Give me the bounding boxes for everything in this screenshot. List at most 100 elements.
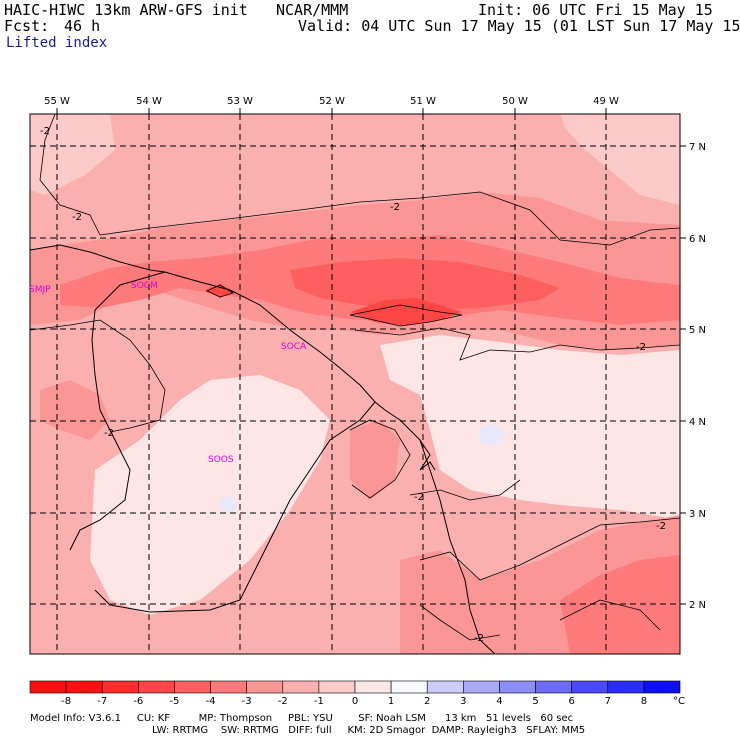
color-scale-box — [65, 680, 103, 694]
border-notch — [419, 439, 436, 471]
shade-nw — [30, 114, 115, 195]
lon-label: 51 W — [410, 96, 436, 107]
coastlines — [30, 244, 496, 654]
contour-g — [419, 517, 680, 581]
color-scale-box — [390, 680, 428, 694]
color-scale-label: -3 — [242, 696, 252, 707]
lon-label: 50 W — [502, 96, 528, 107]
contour-b — [99, 191, 680, 246]
color-scale-box — [643, 680, 681, 694]
contour-e — [349, 419, 411, 499]
color-scale-label: -7 — [97, 696, 107, 707]
map-frame — [29, 113, 681, 655]
init-time: Init: 06 UTC Fri 15 May 15 — [478, 1, 713, 19]
color-scale-box — [463, 680, 500, 694]
color-scale-label: -2 — [278, 696, 288, 707]
lat-labels: 7 N 6 N 5 N 4 N 3 N 2 N — [689, 142, 706, 611]
color-scale-box — [246, 680, 284, 694]
color-scale-label: -1 — [314, 696, 324, 707]
color-scale-bar — [29, 680, 681, 694]
color-scale-labels: -8 -7 -6 -5 -4 -3 -2 -1 0 1 2 3 4 5 6 7 8 — [61, 696, 647, 707]
lat-label: 7 N — [689, 142, 706, 153]
contour-core-small — [206, 284, 234, 298]
color-scale-label: 3 — [460, 696, 466, 707]
color-scale-box — [354, 680, 392, 694]
color-scale-box — [29, 680, 67, 694]
contour-label: -2 — [414, 492, 424, 503]
color-scale-box — [138, 680, 175, 694]
color-scale-box — [426, 680, 464, 694]
lon-label: 49 W — [593, 96, 619, 107]
model-info-line-2: LW: RRTMG SW: RRTMG DIFF: full KM: 2D Sm… — [152, 725, 586, 736]
color-scale-box — [318, 680, 356, 694]
lat-label: 4 N — [689, 417, 706, 428]
contour-h — [419, 604, 501, 641]
tick-marks — [56, 108, 686, 605]
contour-label: -2 — [104, 428, 114, 439]
organization-label: NCAR/MMM — [276, 1, 349, 19]
shade-core-6 — [350, 298, 462, 326]
color-scale-label: -4 — [206, 696, 216, 707]
coast-north — [30, 244, 386, 411]
contour-core — [349, 304, 463, 327]
color-scale-box — [535, 680, 572, 694]
forecast-label: Fcst: — [4, 17, 50, 35]
color-scale-label: -8 — [61, 696, 71, 707]
border-east — [384, 409, 496, 654]
contour-c — [30, 319, 166, 433]
valid-time: Valid: 04 UTC Sun 17 May 15 (01 LST Sun … — [298, 17, 740, 35]
model-info-line-1: Model Info: V3.6.1 CU: KF MP: Thompson P… — [30, 713, 574, 724]
station-labels: SMJP SOCM SOCA SOOS — [29, 281, 307, 465]
lon-label: 52 W — [319, 96, 345, 107]
contour-f — [409, 479, 521, 501]
contour-label: -2 — [636, 342, 646, 353]
color-scale-box — [174, 680, 211, 694]
shaded-field — [30, 114, 680, 654]
shade-positive-1 — [478, 424, 505, 446]
contour-a — [39, 114, 101, 236]
color-scale-box — [282, 680, 320, 694]
shade-light-east — [380, 335, 680, 520]
color-scale-box — [101, 680, 139, 694]
color-scale-label: 8 — [641, 696, 647, 707]
color-scale-label: -5 — [169, 696, 179, 707]
lon-label: 54 W — [136, 96, 162, 107]
lat-label: 2 N — [689, 600, 706, 611]
contour-label: -2 — [72, 212, 82, 223]
station-soos: SOOS — [208, 455, 234, 465]
lat-label: 3 N — [689, 509, 706, 520]
contour-label: -2 — [40, 126, 50, 137]
lon-label: 53 W — [227, 96, 253, 107]
color-scale-label: 2 — [424, 696, 430, 707]
lon-labels: 55 W 54 W 53 W 52 W 51 W 50 W 49 W — [44, 96, 619, 107]
contour-i — [559, 599, 661, 631]
field-name: Lifted index — [6, 35, 108, 51]
contours — [30, 114, 680, 641]
shade-ne — [560, 114, 680, 205]
graticule — [30, 114, 680, 654]
shade-light-interior — [90, 375, 330, 615]
lat-label: 6 N — [689, 234, 706, 245]
contour-d — [354, 327, 680, 361]
model-title: HAIC-HIWC 13km ARW-GFS init — [4, 1, 248, 19]
color-scale-label: 4 — [496, 696, 502, 707]
color-scale-label: -6 — [133, 696, 143, 707]
contour-label: -2 — [390, 202, 400, 213]
color-scale-label: 0 — [352, 696, 358, 707]
contour-value-labels: -2 -2 -2 -2 -2 -2 -2 -2 — [40, 126, 666, 644]
border-south-1 — [94, 401, 376, 613]
color-scale-label: 7 — [605, 696, 611, 707]
forecast-hours: 46 h — [64, 17, 101, 35]
color-scale-box — [210, 680, 247, 694]
color-scale-box — [607, 680, 645, 694]
shade-positive-2 — [218, 496, 238, 514]
lon-label: 55 W — [44, 96, 70, 107]
shade-band-5 — [290, 258, 560, 310]
border-west — [69, 271, 166, 551]
color-scale-label: 5 — [532, 696, 538, 707]
color-scale-label: 1 — [388, 696, 394, 707]
color-scale-box — [571, 680, 609, 694]
contour-label: -2 — [474, 633, 484, 644]
color-scale-box — [499, 680, 536, 694]
